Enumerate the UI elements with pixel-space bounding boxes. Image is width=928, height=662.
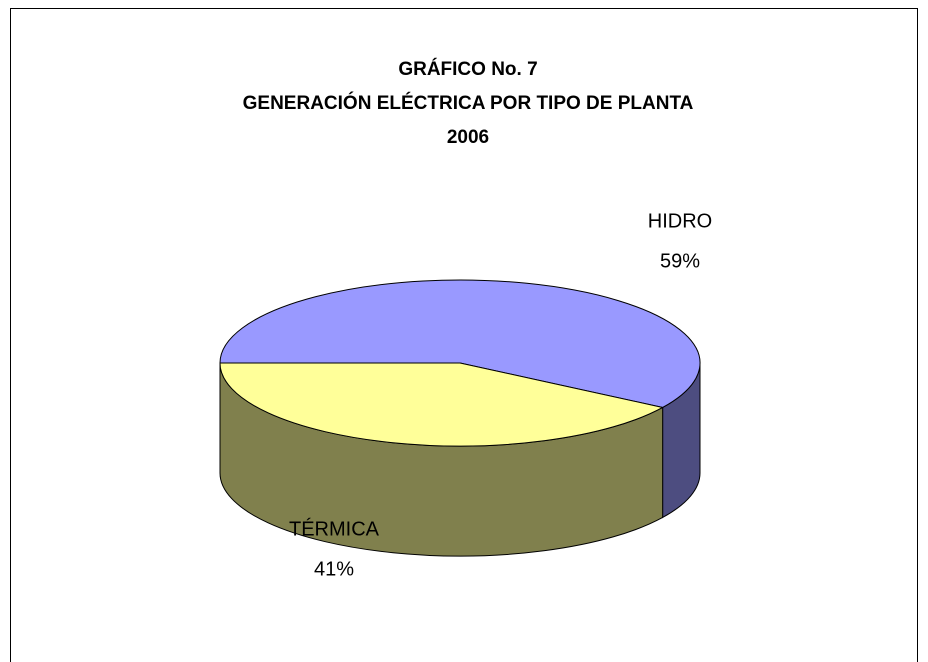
slice-value-label: 41% (314, 558, 354, 580)
slice (219, 279, 701, 409)
slice-label: HIDRO (648, 210, 712, 232)
chart-subtitle: GENERACIÓN ELÉCTRICA POR TIPO DE PLANTA (243, 92, 694, 114)
slice-value-label: 59% (660, 250, 700, 272)
chart-title: GRÁFICO No. 7 (398, 58, 537, 80)
slice-label: TÉRMICA (289, 517, 380, 540)
slice (219, 362, 665, 447)
chart-subtitle: 2006 (447, 127, 489, 148)
